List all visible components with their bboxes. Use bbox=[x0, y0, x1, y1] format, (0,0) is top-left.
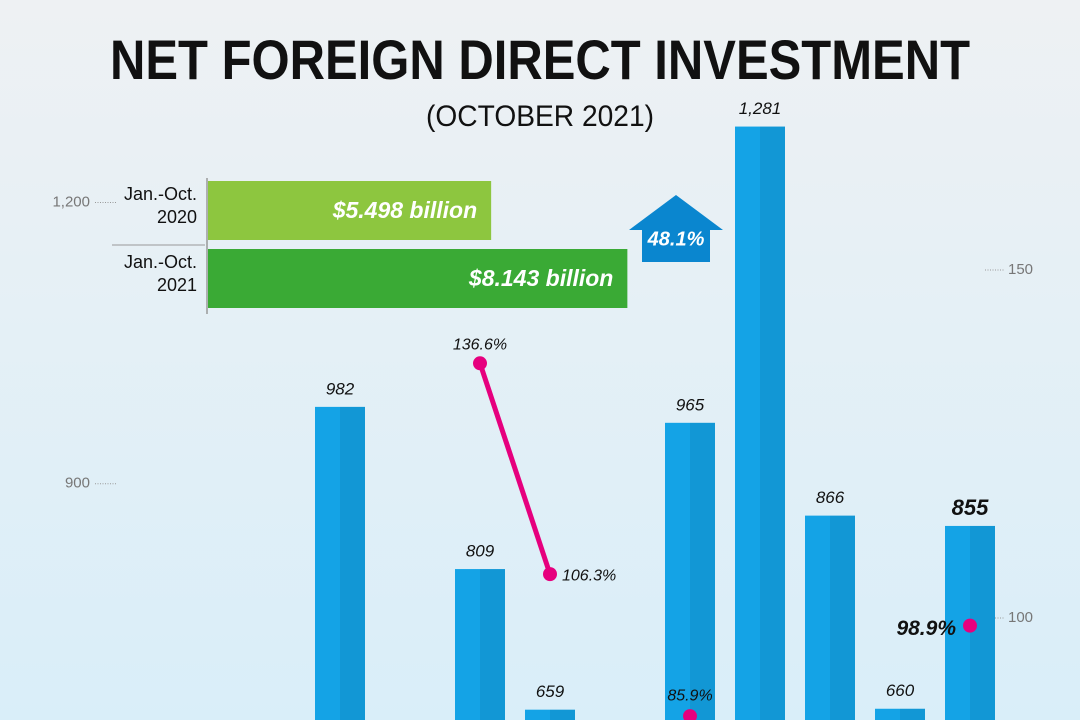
bar-value-label: 965 bbox=[676, 395, 705, 414]
y2-tick-label: 150 bbox=[1008, 261, 1033, 278]
bar-shade bbox=[340, 406, 365, 720]
bar bbox=[665, 422, 715, 720]
bar-shade bbox=[690, 422, 715, 720]
bar-shade bbox=[480, 569, 505, 720]
bar-shade bbox=[550, 709, 575, 720]
line-marker bbox=[683, 709, 697, 720]
comparison-value-label: $8.143 billion bbox=[468, 265, 613, 291]
y2-tick-label: 100 bbox=[1008, 609, 1033, 626]
line-marker bbox=[543, 567, 557, 582]
comparison-category-label: Jan.-Oct. 2021 bbox=[124, 252, 197, 295]
bar bbox=[525, 709, 575, 720]
bar-shade bbox=[760, 126, 785, 720]
y-tick-label: 900 bbox=[65, 475, 90, 492]
line-value-label: 106.3% bbox=[562, 567, 616, 584]
comparison-category-label: Jan.-Oct. 2020 bbox=[124, 184, 197, 227]
bar-value-label: 809 bbox=[466, 542, 495, 561]
bar-value-label: 1,281 bbox=[739, 99, 782, 118]
change-label: 48.1% bbox=[647, 228, 705, 250]
comparison-value-label: $5.498 billion bbox=[332, 197, 477, 223]
chart-title: NET FOREIGN DIRECT INVESTMENT bbox=[110, 28, 970, 91]
bar-value-label: 855 bbox=[952, 495, 989, 520]
line-value-label: 136.6% bbox=[453, 336, 507, 353]
chart-subtitle: (OCTOBER 2021) bbox=[426, 100, 654, 133]
bar-shade bbox=[900, 708, 925, 720]
bar-shade bbox=[830, 515, 855, 720]
bar-value-label: 982 bbox=[326, 379, 355, 398]
line-value-label: 98.9% bbox=[896, 617, 956, 640]
bar-value-label: 866 bbox=[816, 488, 845, 507]
line-marker bbox=[473, 356, 487, 371]
comparison-bar bbox=[208, 249, 628, 308]
comparison-bar bbox=[208, 181, 492, 240]
change-arrow bbox=[629, 195, 723, 262]
bar bbox=[735, 126, 785, 720]
bar-value-label: 660 bbox=[886, 681, 915, 700]
bar bbox=[875, 708, 925, 720]
y-tick-label: 1,200 bbox=[52, 193, 90, 210]
bar-value-label: 659 bbox=[536, 682, 565, 701]
bar bbox=[805, 515, 855, 720]
line-value-label: 85.9% bbox=[667, 687, 712, 704]
bar bbox=[455, 569, 505, 720]
bar bbox=[315, 406, 365, 720]
line-marker bbox=[963, 618, 977, 633]
